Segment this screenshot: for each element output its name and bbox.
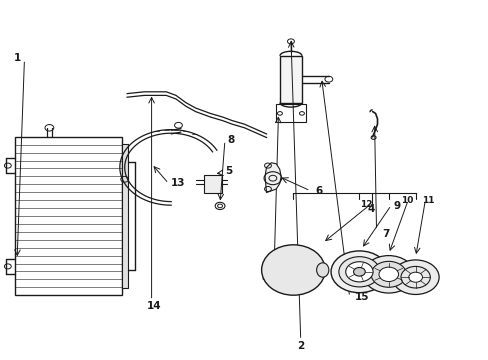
- Circle shape: [370, 261, 406, 287]
- Text: 15: 15: [354, 292, 368, 302]
- Bar: [203, 175, 221, 193]
- Bar: [122, 144, 128, 288]
- Ellipse shape: [261, 245, 325, 295]
- Text: 6: 6: [315, 186, 322, 196]
- Text: 1: 1: [14, 53, 20, 63]
- Text: 10: 10: [400, 196, 412, 205]
- Circle shape: [400, 266, 429, 288]
- Circle shape: [338, 257, 379, 287]
- Circle shape: [378, 267, 398, 282]
- Ellipse shape: [316, 263, 328, 277]
- Bar: [275, 104, 305, 122]
- Bar: [15, 137, 122, 295]
- Text: 3: 3: [261, 272, 268, 282]
- Text: 9: 9: [393, 201, 400, 211]
- Circle shape: [391, 260, 438, 294]
- Circle shape: [330, 251, 387, 293]
- Circle shape: [353, 267, 365, 276]
- Text: 4: 4: [367, 204, 375, 214]
- Circle shape: [363, 256, 413, 293]
- Text: 13: 13: [171, 177, 185, 188]
- Text: 14: 14: [146, 301, 161, 311]
- Text: 11: 11: [421, 196, 433, 205]
- Polygon shape: [264, 163, 281, 193]
- Text: 5: 5: [224, 166, 231, 176]
- Bar: [279, 56, 302, 103]
- Text: 2: 2: [297, 341, 304, 351]
- Text: 7: 7: [382, 229, 389, 239]
- Circle shape: [408, 272, 422, 282]
- Circle shape: [345, 262, 372, 282]
- Text: 12: 12: [360, 199, 372, 209]
- Text: 8: 8: [227, 135, 234, 145]
